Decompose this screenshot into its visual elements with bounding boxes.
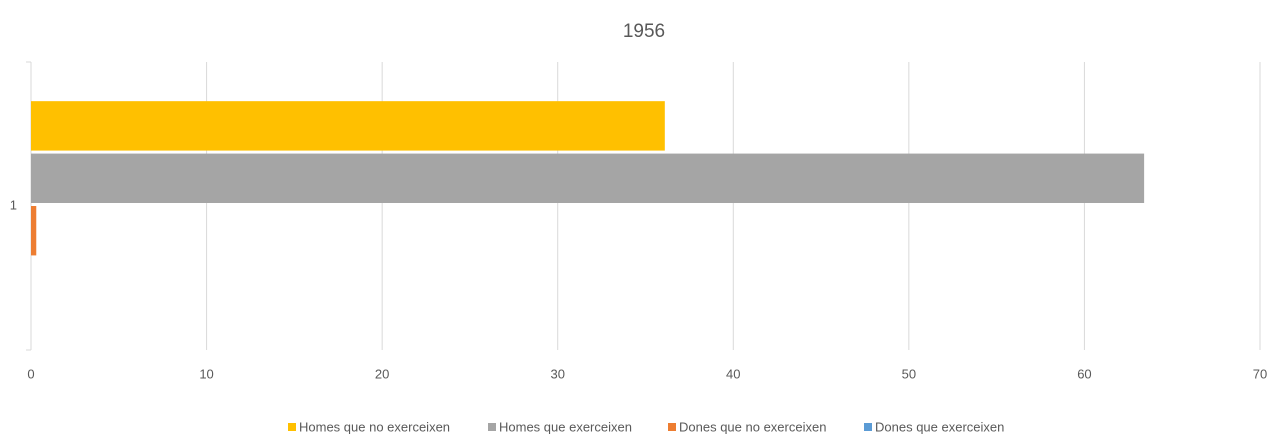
bar xyxy=(31,153,1145,203)
bar xyxy=(31,206,37,256)
x-tick-label: 30 xyxy=(550,366,564,381)
x-tick-label: 40 xyxy=(726,366,740,381)
legend-swatch xyxy=(288,423,296,431)
y-tick-label: 1 xyxy=(10,197,17,212)
x-tick-label: 0 xyxy=(27,366,34,381)
legend-label: Homes que no exerceixen xyxy=(299,419,450,434)
legend-label: Dones que no exerceixen xyxy=(679,419,826,434)
legend-swatch xyxy=(864,423,872,431)
legend-label: Homes que exerceixen xyxy=(499,419,632,434)
x-tick-label: 10 xyxy=(199,366,213,381)
x-tick-label: 60 xyxy=(1077,366,1091,381)
x-tick-label: 70 xyxy=(1253,366,1267,381)
legend-label: Dones que exerceixen xyxy=(875,419,1004,434)
bar xyxy=(31,101,665,151)
x-tick-label: 50 xyxy=(902,366,916,381)
legend-swatch xyxy=(668,423,676,431)
x-tick-label: 20 xyxy=(375,366,389,381)
chart-title: 1956 xyxy=(623,21,665,42)
legend-swatch xyxy=(488,423,496,431)
